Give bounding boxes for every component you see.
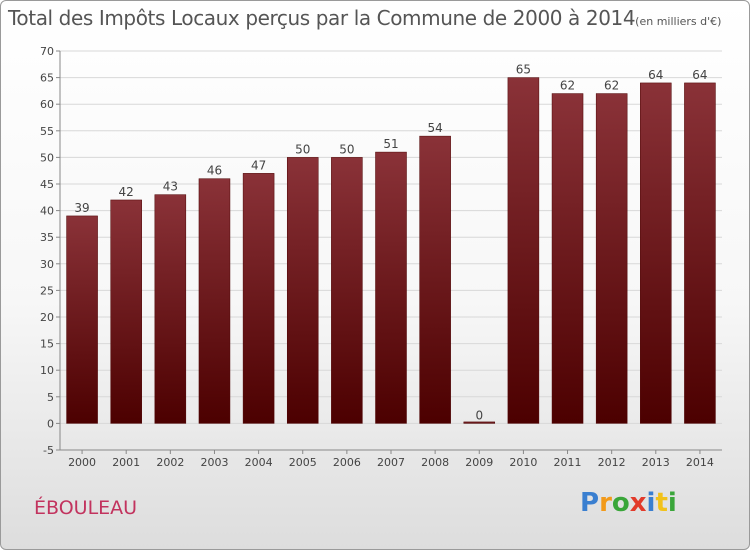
- data-label: 43: [163, 180, 178, 194]
- bar: [154, 194, 187, 424]
- y-tick-label: 35: [40, 231, 54, 244]
- bar: [595, 93, 628, 424]
- y-tick-label: 5: [47, 391, 54, 404]
- y-tick-label: 60: [40, 98, 54, 111]
- labels: -505101520253035404550556065703920004220…: [40, 45, 714, 469]
- data-label: 65: [516, 63, 531, 77]
- data-label: 64: [692, 68, 707, 82]
- y-tick-label: 55: [40, 125, 54, 138]
- logo-letter: i: [667, 488, 677, 518]
- y-tick-label: 70: [40, 45, 54, 58]
- data-label: 47: [251, 158, 266, 172]
- axes: [56, 50, 722, 454]
- data-label: 50: [339, 142, 354, 156]
- bar: [684, 82, 716, 424]
- data-label: 62: [604, 79, 619, 93]
- bar: [463, 421, 496, 424]
- y-tick-label: 20: [40, 311, 54, 324]
- bar: [110, 199, 142, 424]
- data-label: 51: [383, 137, 398, 151]
- x-tick-label: 2000: [68, 456, 96, 469]
- y-tick-label: 15: [40, 338, 54, 351]
- y-tick-label: 30: [40, 258, 54, 271]
- x-tick-label: 2011: [554, 456, 582, 469]
- x-tick-label: 2012: [598, 456, 626, 469]
- x-tick-label: 2002: [156, 456, 184, 469]
- logo-letter: r: [599, 488, 612, 518]
- y-tick-label: 10: [40, 364, 54, 377]
- bar: [375, 151, 407, 424]
- x-tick-label: 2006: [333, 456, 361, 469]
- chart-title-unit: (en milliers d'€): [635, 15, 722, 28]
- data-label: 39: [74, 201, 89, 215]
- x-tick-label: 2014: [686, 456, 714, 469]
- x-tick-label: 2007: [377, 456, 405, 469]
- logo-letter: P: [580, 488, 600, 518]
- bar: [331, 157, 363, 424]
- x-tick-label: 2009: [465, 456, 493, 469]
- bar: [640, 82, 672, 424]
- y-tick-label: 45: [40, 178, 54, 191]
- chart-title: Total des Impôts Locaux perçus par la Co…: [8, 6, 721, 30]
- logo-letter: i: [646, 488, 656, 518]
- x-tick-label: 2001: [112, 456, 140, 469]
- data-label: 46: [207, 164, 222, 178]
- data-label: 64: [648, 68, 663, 82]
- x-tick-label: 2010: [509, 456, 537, 469]
- logo-letter: x: [629, 488, 647, 518]
- data-label: 50: [295, 142, 310, 156]
- y-tick-label: 0: [47, 417, 54, 430]
- x-tick-label: 2013: [642, 456, 670, 469]
- bar: [551, 93, 584, 424]
- data-label: 54: [427, 121, 442, 135]
- proxiti-logo: Proxiti: [580, 488, 677, 518]
- y-tick-label: 25: [40, 284, 54, 297]
- commune-name: ÉBOULEAU: [34, 497, 138, 519]
- x-tick-label: 2008: [421, 456, 449, 469]
- y-tick-label: 65: [40, 72, 54, 85]
- chart-title-text: Total des Impôts Locaux perçus par la Co…: [8, 6, 636, 30]
- data-label: 0: [475, 408, 483, 422]
- bar: [198, 178, 231, 424]
- bar: [286, 157, 319, 424]
- bars: [66, 77, 716, 424]
- x-tick-label: 2004: [245, 456, 273, 469]
- y-tick-label: 50: [40, 151, 54, 164]
- bar: [242, 173, 275, 424]
- x-tick-label: 2003: [200, 456, 228, 469]
- y-tick-label: 40: [40, 205, 54, 218]
- logo-letter: o: [611, 488, 630, 518]
- bar: [419, 135, 451, 424]
- bar: [507, 77, 540, 424]
- data-label: 62: [560, 79, 575, 93]
- data-label: 42: [119, 185, 134, 199]
- bar: [66, 215, 98, 424]
- y-tick-label: -5: [43, 444, 54, 457]
- logo-letter: t: [655, 488, 668, 518]
- x-tick-label: 2005: [289, 456, 317, 469]
